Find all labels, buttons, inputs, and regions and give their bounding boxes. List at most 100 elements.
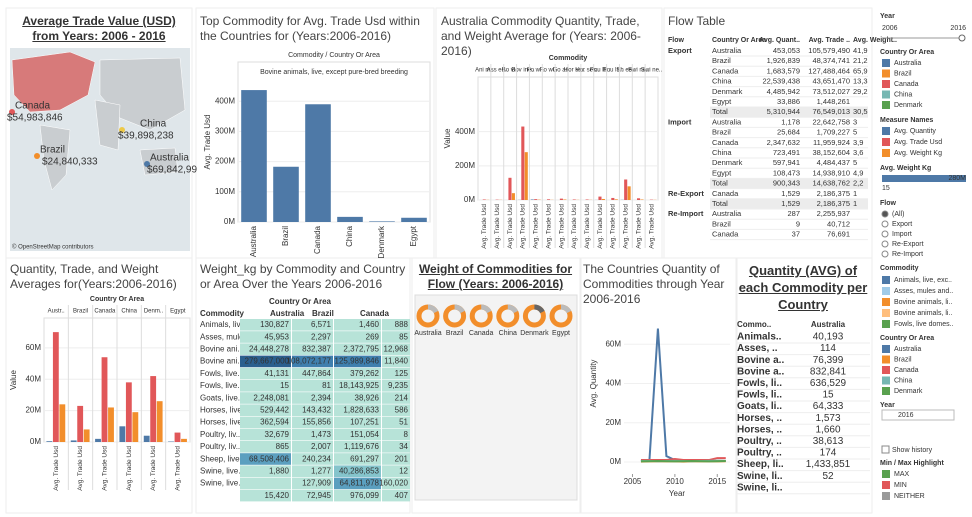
cell: 832,387: [302, 345, 331, 354]
legend-swatch[interactable]: [882, 127, 890, 135]
cell: 14,638,762: [812, 179, 850, 188]
panel-frame: [411, 257, 581, 514]
panel-title: Australia Commodity Quantity, Trade, and…: [441, 14, 641, 58]
panel-title: The Countries Quantity of Commodities th…: [583, 262, 725, 306]
cell: 18,143,925: [339, 381, 380, 390]
x-tick-label: Avg. Trade Usd: [175, 446, 182, 491]
map-land: [99, 57, 186, 131]
legend-swatch[interactable]: [882, 387, 890, 395]
cell: Australia: [712, 46, 742, 55]
legend-swatch[interactable]: [882, 309, 890, 317]
bar: [174, 432, 181, 442]
heat-cell: [334, 367, 381, 380]
legend-swatch[interactable]: [882, 320, 890, 328]
x-tick-label: Avg. Trade Usd: [77, 446, 84, 491]
y-tick-label: 0M: [610, 457, 621, 466]
heat-cell: [292, 319, 333, 331]
filter-title: Flow: [880, 200, 896, 207]
legend-swatch[interactable]: [882, 470, 890, 478]
column-header: China: [121, 309, 137, 315]
radio[interactable]: [881, 220, 889, 228]
slider-handle[interactable]: [958, 34, 966, 42]
radio[interactable]: [881, 210, 889, 218]
x-tick-label: Egypt: [409, 225, 418, 246]
heat-cell: [382, 489, 410, 502]
row-header: Poultry, liv..: [200, 430, 240, 439]
header: Commodity: [549, 55, 588, 62]
legend-item: Brazil: [894, 356, 912, 363]
heat-cell: [382, 355, 410, 368]
cell: Re-Import: [668, 209, 704, 218]
heat-cell: [240, 343, 291, 355]
legend-swatch[interactable]: [882, 287, 890, 295]
legend-swatch[interactable]: [882, 298, 890, 306]
category-label: Denmark: [520, 330, 549, 337]
bar: [614, 199, 618, 200]
cell: 2,347,632: [767, 138, 800, 147]
legend-swatch[interactable]: [882, 276, 890, 284]
heat-cell: [334, 380, 381, 392]
row-header: Bovine a..: [737, 355, 784, 366]
row-header: Horses, live..: [200, 418, 246, 427]
legend-swatch[interactable]: [882, 149, 890, 157]
heat-cell: [240, 453, 291, 465]
cell: Total: [712, 179, 728, 188]
cell: Total: [712, 107, 728, 116]
legend-swatch[interactable]: [882, 69, 890, 78]
column-header: Hor ses..: [575, 68, 599, 74]
heat-cell: [382, 392, 410, 404]
checkbox[interactable]: [881, 445, 890, 454]
row-header: Sheep, live: [200, 454, 240, 463]
row-header: Swine, live..: [200, 479, 243, 488]
cell: 900,343: [773, 179, 800, 188]
legend-item: Avg. Quantity: [894, 128, 936, 135]
legend-swatch[interactable]: [882, 101, 890, 109]
cell: 5: [853, 128, 857, 137]
heat-cell: [292, 404, 333, 416]
cell: 33,886: [777, 97, 800, 106]
legend-swatch[interactable]: [882, 138, 890, 146]
y-tick-label: 20M: [605, 418, 621, 427]
cell: 407: [395, 491, 409, 500]
map-land: [11, 51, 96, 113]
heat-cell: [240, 477, 291, 490]
radio[interactable]: [881, 250, 889, 258]
radio[interactable]: [881, 230, 889, 238]
legend-swatch[interactable]: [882, 59, 890, 67]
cell: 32,679: [265, 430, 290, 439]
map-land: [39, 124, 71, 191]
heat-cell: [292, 343, 333, 355]
heat-cell: [292, 489, 333, 502]
legend-swatch[interactable]: [882, 355, 890, 364]
legend-swatch[interactable]: [882, 90, 890, 99]
heat-cell: [240, 404, 291, 416]
legend-swatch[interactable]: [882, 492, 890, 500]
bar: [95, 438, 101, 442]
cell: 214: [395, 393, 409, 402]
bar: [640, 199, 644, 200]
legend-swatch[interactable]: [882, 80, 890, 88]
legend-swatch[interactable]: [882, 366, 890, 374]
legend-swatch[interactable]: [882, 345, 890, 353]
legend-item: Bovine animals, li..: [894, 299, 952, 306]
bar: [508, 177, 512, 200]
heat-cell: [334, 416, 381, 429]
heat-cell: [240, 380, 291, 392]
total-row: [710, 178, 868, 189]
legend-swatch[interactable]: [882, 481, 890, 489]
cell: 6,571: [311, 320, 332, 329]
cell: 38,152,604: [812, 148, 850, 157]
filter-title: Country Or Area: [880, 335, 934, 342]
bar: [181, 438, 187, 442]
row-header: Fowls, live..: [200, 369, 242, 378]
legend-swatch[interactable]: [882, 376, 890, 385]
bar: [637, 198, 641, 200]
column-header: Sh ee..: [616, 68, 635, 74]
radio[interactable]: [881, 240, 889, 248]
range-label: 280M: [948, 175, 966, 182]
x-tick-label: Avg. Trade Usd: [545, 204, 552, 249]
cell: 597,941: [773, 158, 800, 167]
row-header: Animals..: [737, 332, 782, 343]
dropdown[interactable]: [881, 409, 955, 421]
